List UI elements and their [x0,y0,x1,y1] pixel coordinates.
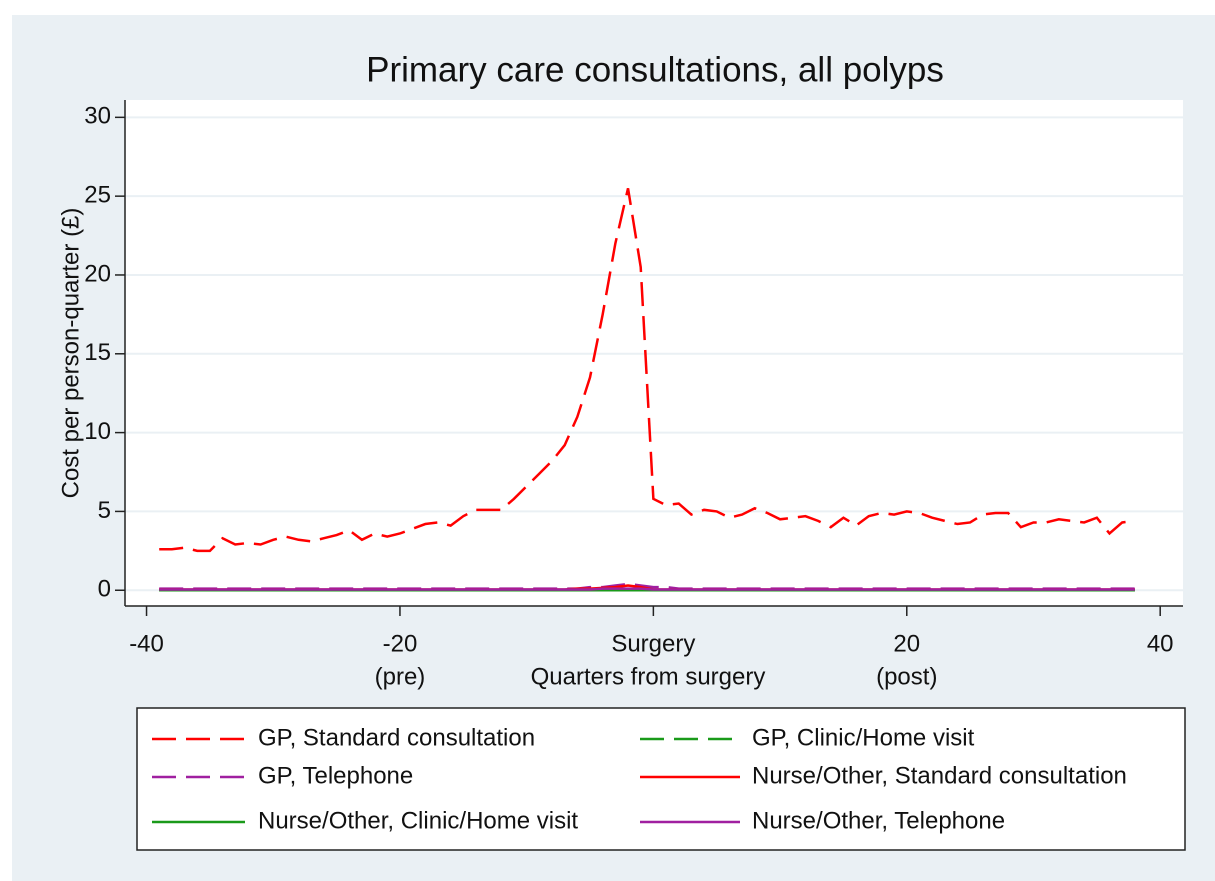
series-line [159,582,1135,590]
legend-label: GP, Telephone [258,762,413,789]
x-tick-sublabel: (post) [876,663,937,690]
series-line [159,587,1135,591]
y-tick-label: 25 [84,181,111,208]
series-line [159,187,1136,553]
x-tick-label: 20 [893,630,920,657]
legend-label: Nurse/Other, Standard consultation [752,762,1127,789]
y-tick-label: 20 [84,260,111,287]
y-tick-label: 5 [98,497,111,524]
legend-label: Nurse/Other, Clinic/Home visit [258,807,578,834]
x-tick-sublabel: (pre) [375,663,426,690]
y-tick-label: 0 [98,576,111,603]
legend-label: GP, Clinic/Home visit [752,724,975,751]
legend-label: GP, Standard consultation [258,724,535,751]
x-axis-title: Quarters from surgery [531,663,766,690]
legend-box [136,707,1186,851]
y-axis-title: Cost per person-quarter (£) [57,208,84,499]
x-tick-label: Surgery [611,630,695,657]
y-tick-label: 10 [84,418,111,445]
y-tick-label: 15 [84,339,111,366]
x-tick-label: -20 [383,630,418,657]
y-tick-label: 30 [84,103,111,130]
chart-title: Primary care consultations, all polyps [366,50,944,89]
legend-label: Nurse/Other, Telephone [752,807,1005,834]
x-tick-label: 40 [1147,630,1174,657]
x-tick-label: -40 [129,630,164,657]
